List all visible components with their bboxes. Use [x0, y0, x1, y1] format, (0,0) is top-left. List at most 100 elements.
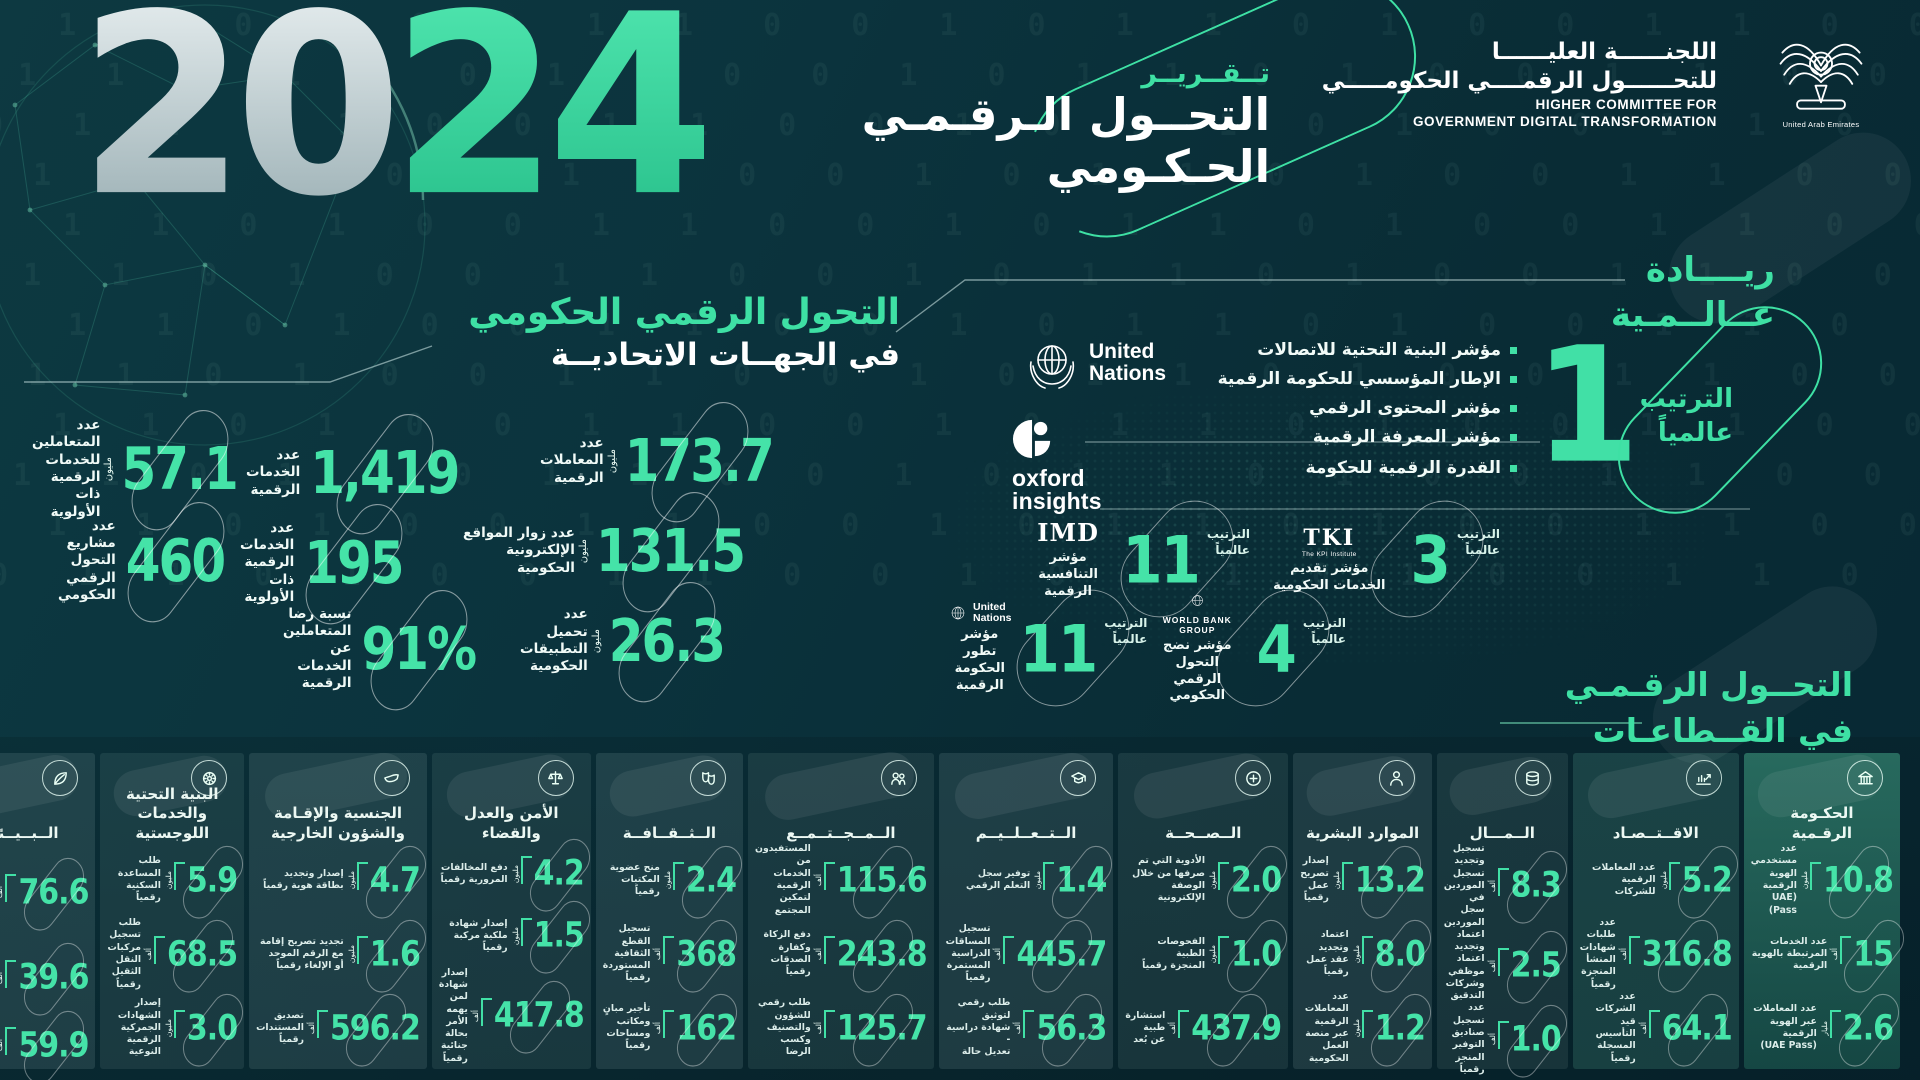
rank-value: 11: [1122, 521, 1201, 598]
stat-label: إصدار تصريح عمل رقمياً: [1300, 855, 1329, 904]
bracket-icon: [823, 862, 835, 890]
bracket-icon: [1003, 936, 1015, 964]
sector-columns: الحكـومة الرقـمية عدد مستخدمي الهوية الر…: [0, 747, 1900, 1075]
sector-name: الجنسية والإقـامة والشؤون الخارجية: [270, 804, 405, 842]
stat-unit: ألف: [144, 947, 154, 961]
rank-value: 3: [1410, 521, 1451, 598]
imd-logo: IMD: [1037, 518, 1099, 548]
stat-label: الفحوصات الطبية المنجزة رقمياً: [1142, 935, 1206, 972]
index-label: مؤشر البنية التحتية للاتصالات: [1257, 340, 1501, 360]
index-name: مؤشر نضج التحول الرقمي الحكومي: [1162, 637, 1232, 704]
stat-value: 437.9: [1191, 1007, 1282, 1049]
united-nations-label: United Nations: [1089, 339, 1167, 385]
index-name: مؤشر التنافسية الرقمية: [1038, 550, 1098, 599]
stat-unit: مليون: [1799, 870, 1809, 890]
sector-stat: طلب رقمي للشؤون والتصنيف وكسب الرضا ألف 12…: [753, 991, 929, 1065]
oxford-insights-label: oxford insights: [1012, 465, 1102, 514]
bracket-icon: [1218, 862, 1230, 890]
bracket-icon: [173, 1010, 185, 1038]
ranking-imd: IMD مؤشر التنافسية الرقمية 11 الترتيب عا…: [1022, 484, 1250, 634]
stat-unit: مليون: [1208, 944, 1218, 964]
united-nations-logo-block: United Nations: [1025, 336, 1166, 390]
org-block: United Nations مؤشر تطور الحكومة الرقمية: [948, 602, 1012, 695]
stat-label: الأدوية التي تم صرفها من خلال الوصفة الإ…: [1132, 855, 1206, 904]
stat-unit: مليون: [1208, 870, 1218, 890]
global-leadership-title: ريــــادة عــالــمـية: [1610, 250, 1775, 335]
people-icon: [880, 760, 917, 796]
sector-column-human-resources: الموارد البشرية إصدار تصريح عمل رقمياً مل…: [1293, 751, 1432, 1069]
sector-stat: تجديد تصريح إقامة مع الرقم الموحد أو الإ…: [254, 917, 422, 991]
un-index-list: مؤشر البنية التحتية للاتصالات الإطار الم…: [1218, 340, 1517, 447]
stat-value: 1,419: [306, 439, 462, 507]
report-title: تــقــريــر التحــول الـرقـمـي الحـكـومي: [862, 58, 1270, 193]
square-bullet-icon: [1510, 404, 1517, 412]
stat-value: 368: [676, 933, 737, 975]
stat-unit: مليون: [1331, 870, 1341, 890]
sector-stat: عدد المعاملات عبر الهوية الرقمية (UAE Pa…: [1749, 991, 1895, 1065]
stat-label: استشارة طبية عن بُعد: [1125, 1009, 1166, 1046]
bracket-icon: [1043, 862, 1055, 890]
sector-stat: إصدار تصريح عمل رقمياً مليون 13.2: [1298, 843, 1427, 917]
sector-stat: طلب تسجيل مركبات النقل الثقيل رقمياً ألف 6…: [105, 917, 239, 991]
sector-stat: منح عضوية المكتبات رقمياً مليون 2.4: [601, 843, 738, 917]
sector-name: الحكـومة الرقـمية: [1790, 804, 1854, 842]
stat-label: عدد الخدمات الرقمية: [246, 447, 301, 498]
sector-column-digital-government: الحكـومة الرقـمية عدد مستخدمي الهوية الر…: [1743, 750, 1900, 1069]
stat-transformation-projects: عدد مشاريع التحول الرقمي الحكومي 460: [58, 518, 226, 603]
stat-unit: ألف: [813, 873, 823, 887]
stat-unit: مليون: [103, 456, 115, 482]
sector-stat: استشارة طبية عن بُعد ألف 437.9: [1123, 991, 1283, 1065]
stat-value: 57.1: [117, 435, 240, 503]
sector-stat: تأجير مبانٍ ومكاتب ومساحات رقمياً ألف 162: [601, 991, 738, 1065]
sector-column-community: الــمــجــتــمــع المستفيدون من الخدمات …: [748, 747, 934, 1069]
stat-unit: ألف: [653, 947, 663, 961]
stat-label: عدد مستخدمي الهوية الرقمية (UAE Pass): [1750, 843, 1797, 916]
stat-unit: مليون: [163, 870, 173, 890]
stat-label: عدد الخدمات الرقمية ذات الأولوية: [240, 519, 295, 605]
year-2024: 2024: [78, 0, 716, 231]
stat-value: 445.7: [1016, 933, 1107, 975]
bracket-icon: [1497, 867, 1509, 896]
index-name: مؤشر تطور الحكومة الرقمية: [954, 627, 1005, 693]
stat-value: 10.8: [1822, 859, 1894, 901]
stat-priority-customers: عدد المتعاملين للخدمات الرقمية ذات الأول…: [32, 417, 239, 519]
stat-value: 1.5: [533, 915, 585, 957]
scales-icon: [537, 760, 574, 796]
stat-value: 64.1: [1661, 1007, 1733, 1049]
stat-unit: مليون: [346, 870, 356, 890]
committee-name-ar-2: للتحــــــول الرقمــــي الحكومـــــي: [1321, 67, 1717, 94]
report-title-line2: الحـكـومي: [1046, 140, 1270, 194]
sector-name: الموارد البشرية: [1305, 823, 1420, 842]
index-label: مؤشر المحتوى الرقمي: [1309, 398, 1501, 418]
sector-column-justice: الأمن والعدل والقضاء دفع المخالفات المرو…: [431, 750, 591, 1069]
stat-label: عدد المتعاملين للخدمات الرقمية ذات الأول…: [32, 417, 101, 520]
sector-stat: طلب المساعدة السكنية رقمياً مليون 5.9: [105, 843, 239, 917]
rank-badge: الترتيب عالمياً: [1456, 527, 1500, 558]
bracket-icon: [1218, 936, 1230, 964]
stat-label: طلب رقمي للشؤون والتصنيف وكسب الرضا: [758, 997, 811, 1058]
stat-unit: ألف: [0, 1039, 5, 1052]
stat-value: 15: [1853, 933, 1894, 975]
stat-label: طلب المساعدة السكنية رقمياً: [117, 855, 161, 904]
world-bank-globe-icon: [1191, 594, 1203, 606]
world-bank-label: WORLD BANK GROUP: [1162, 614, 1232, 635]
stat-label: عدد زوار المواقع الإلكترونية الحكومية: [463, 525, 575, 576]
stat-value: 3.0: [186, 1007, 238, 1049]
sector-stat: تسجيل المساقات الدراسية المستمرة رقمياً أ…: [944, 917, 1109, 991]
stat-unit: مليون: [510, 926, 520, 945]
index-item: مؤشر المعرفة الرقمية: [1313, 427, 1517, 447]
bracket-icon: [1628, 936, 1640, 964]
sector-name: الــمـــال: [1469, 823, 1535, 842]
stat-label: عدد تحميل التطبيقات الحكومية: [520, 606, 588, 675]
stat-value: 125.7: [836, 1007, 928, 1049]
stat-unit: مليون: [1351, 1018, 1361, 1038]
stat-value: 68.5: [167, 933, 238, 975]
sector-name: البنية التحتية والخدمات اللوجستية: [126, 784, 219, 842]
stat-value: 1.0: [1231, 933, 1282, 975]
stat-label: دفع الزكاة وكفارة الصدقات رقمياً: [763, 929, 811, 978]
sector-name: الــصــحــة: [1165, 823, 1242, 842]
sector-stat: دفع الزكاة وكفارة الصدقات رقمياً ألف 243.8: [753, 917, 929, 991]
stat-unit: ألف: [1487, 959, 1497, 972]
leaf-icon: [42, 760, 79, 796]
sector-column-finance: الــمـــال تسجيل وتجديد تسجيل الموردين ف…: [1436, 752, 1568, 1075]
